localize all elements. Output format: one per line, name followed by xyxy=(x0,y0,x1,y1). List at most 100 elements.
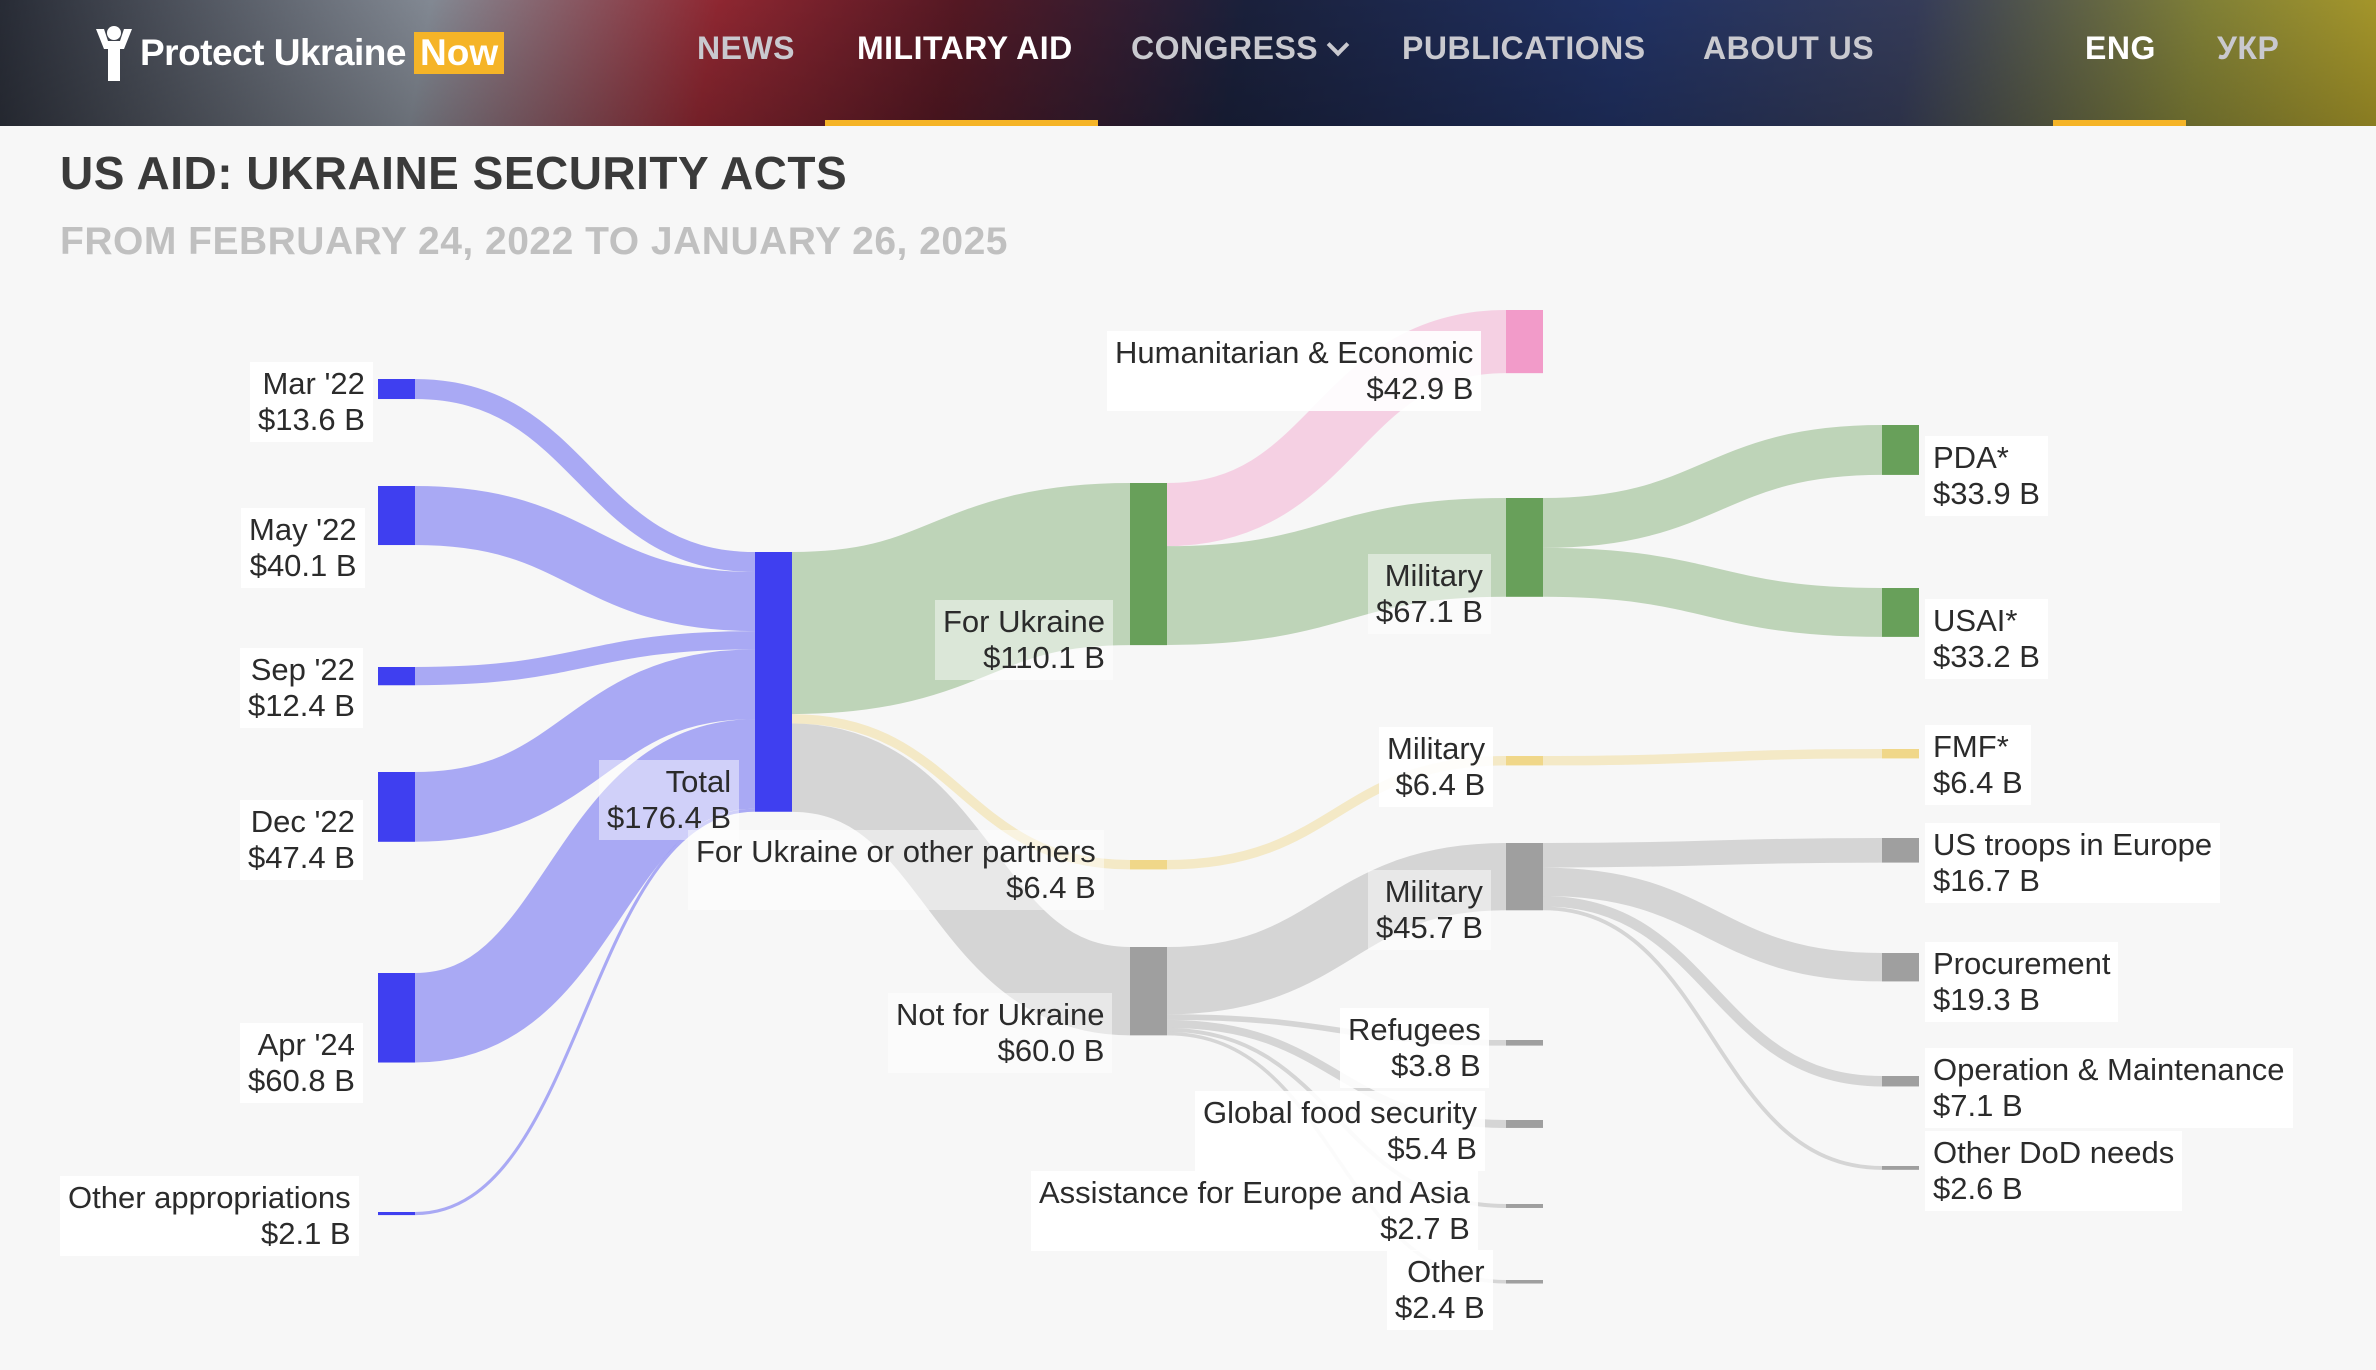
label-name: Apr '24 xyxy=(257,1027,355,1062)
label-value: $6.4 B xyxy=(1933,765,2023,800)
page-title: US AID: UKRAINE SECURITY ACTS xyxy=(60,147,848,199)
link-mil_fmf-fmf xyxy=(1542,749,1883,766)
label-total: Total $176.4 B xyxy=(599,760,740,840)
node-apr24[interactable] xyxy=(378,973,415,1063)
node-om[interactable] xyxy=(1882,1076,1919,1087)
label-value: $12.4 B xyxy=(248,688,355,723)
link-mil_other-om xyxy=(1542,896,1883,1087)
label-pda: PDA* $33.9 B xyxy=(1925,436,2048,516)
label-procurement: Procurement $19.3 B xyxy=(1925,942,2119,1022)
label-value: $47.4 B xyxy=(248,840,355,875)
label-value: $13.6 B xyxy=(258,402,365,437)
link-for_ukraine-mil_ua xyxy=(1166,497,1507,645)
label-name: For Ukraine xyxy=(943,604,1105,639)
node-troops[interactable] xyxy=(1882,838,1919,863)
label-om: Operation & Maintenance $7.1 B xyxy=(1925,1048,2293,1128)
link-apr24-total xyxy=(412,719,758,1063)
link-mil_ua-usai xyxy=(1542,547,1883,637)
node-other_app[interactable] xyxy=(378,1212,415,1216)
label-value: $19.3 B xyxy=(1933,982,2040,1017)
lang-active-underline xyxy=(2053,120,2186,126)
node-pda[interactable] xyxy=(1882,425,1919,475)
link-mar22-total xyxy=(414,379,756,573)
node-partners[interactable] xyxy=(1130,860,1167,870)
node-for_ukraine[interactable] xyxy=(1130,483,1167,646)
label-food: Global food security $5.4 B xyxy=(1195,1091,1485,1171)
node-may22[interactable] xyxy=(378,486,415,546)
label-name: Dec '22 xyxy=(250,804,355,839)
label-value: $16.7 B xyxy=(1933,863,2040,898)
label-refugees: Refugees $3.8 B xyxy=(1340,1008,1489,1088)
node-dec22[interactable] xyxy=(378,772,415,842)
node-mil_other[interactable] xyxy=(1506,843,1543,911)
label-value: $2.6 B xyxy=(1933,1171,2023,1206)
node-usai[interactable] xyxy=(1882,588,1919,637)
label-for_ukraine: For Ukraine $110.1 B xyxy=(935,600,1113,680)
label-other: Other $2.4 B xyxy=(1387,1250,1493,1330)
label-name: May '22 xyxy=(249,512,357,547)
nav-about-us[interactable]: ABOUT US xyxy=(1703,30,1875,66)
label-value: $7.1 B xyxy=(1933,1088,2023,1123)
label-name: Mar '22 xyxy=(262,366,365,401)
label-value: $45.7 B xyxy=(1376,910,1483,945)
chevron-down-icon xyxy=(1326,33,1350,57)
label-other_dod: Other DoD needs $2.6 B xyxy=(1925,1131,2183,1211)
node-refugees[interactable] xyxy=(1506,1040,1543,1046)
node-total[interactable] xyxy=(755,552,792,812)
node-europe_asia[interactable] xyxy=(1506,1204,1543,1208)
nav-publications[interactable]: PUBLICATIONS xyxy=(1402,30,1646,66)
page-subtitle: FROM FEBRUARY 24, 2022 TO JANUARY 26, 20… xyxy=(60,220,1008,263)
node-other[interactable] xyxy=(1506,1280,1543,1284)
label-humanitarian: Humanitarian & Economic $42.9 B xyxy=(1107,331,1482,411)
label-name: Refugees xyxy=(1348,1012,1481,1047)
nav-congress[interactable]: CONGRESS xyxy=(1131,30,1350,67)
label-name: Not for Ukraine xyxy=(896,997,1105,1032)
lang-ukr[interactable]: УКР xyxy=(2217,30,2280,66)
label-dec22: Dec '22 $47.4 B xyxy=(240,800,363,880)
label-troops: US troops in Europe $16.7 B xyxy=(1925,823,2221,903)
link-not_ukraine-mil_other xyxy=(1166,843,1507,1015)
label-name: Humanitarian & Economic xyxy=(1115,335,1474,370)
label-sep22: Sep '22 $12.4 B xyxy=(240,648,363,728)
label-value: $2.1 B xyxy=(260,1216,351,1251)
label-partners: For Ukraine or other partners $6.4 B xyxy=(688,830,1104,910)
link-mil_other-procurement xyxy=(1542,867,1883,982)
node-food[interactable] xyxy=(1506,1120,1543,1128)
site-logo[interactable]: Protect Ukraine Now xyxy=(92,18,505,88)
node-sep22[interactable] xyxy=(378,667,415,686)
label-name: Other DoD needs xyxy=(1933,1135,2175,1170)
node-other_dod[interactable] xyxy=(1882,1166,1919,1170)
person-raised-arms-icon xyxy=(96,26,132,81)
node-not_ukraine[interactable] xyxy=(1130,947,1167,1036)
label-name: Assistance for Europe and Asia xyxy=(1039,1175,1470,1210)
label-name: Global food security xyxy=(1203,1095,1477,1130)
lang-eng[interactable]: ENG xyxy=(2085,30,2156,66)
nav-news[interactable]: NEWS xyxy=(697,30,795,66)
link-total-for_ukraine xyxy=(790,483,1132,715)
label-value: $2.7 B xyxy=(1380,1211,1470,1246)
node-mil_fmf[interactable] xyxy=(1506,756,1543,766)
link-other_app-total xyxy=(414,808,756,1216)
nav-congress-label: CONGRESS xyxy=(1131,30,1319,66)
label-apr24: Apr '24 $60.8 B xyxy=(240,1023,363,1103)
label-name: Total xyxy=(665,764,732,799)
node-mar22[interactable] xyxy=(378,379,415,400)
label-value: $110.1 B xyxy=(983,640,1105,675)
label-mar22: Mar '22 $13.6 B xyxy=(250,362,373,442)
node-fmf[interactable] xyxy=(1882,749,1919,759)
node-procurement[interactable] xyxy=(1882,953,1919,982)
label-europe_asia: Assistance for Europe and Asia $2.7 B xyxy=(1031,1171,1478,1251)
label-name: Other xyxy=(1407,1254,1485,1289)
link-mil_ua-pda xyxy=(1542,425,1883,548)
label-usai: USAI* $33.2 B xyxy=(1925,599,2048,679)
nav-military-aid[interactable]: MILITARY AID xyxy=(857,30,1073,66)
label-value: $3.8 B xyxy=(1391,1048,1481,1083)
label-value: $6.4 B xyxy=(1006,870,1096,905)
link-sep22-total xyxy=(414,631,756,686)
label-fmf: FMF* $6.4 B xyxy=(1925,725,2031,805)
node-mil_ua[interactable] xyxy=(1506,498,1543,597)
label-name: Military xyxy=(1387,731,1486,766)
link-mil_other-other_dod xyxy=(1542,906,1883,1170)
node-humanitarian[interactable] xyxy=(1506,310,1543,374)
